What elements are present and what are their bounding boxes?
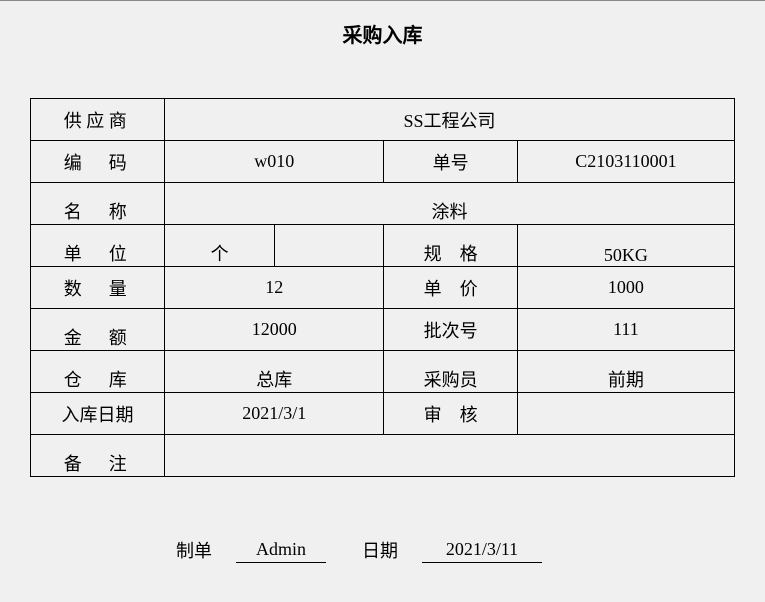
label-date: 日期	[362, 537, 398, 563]
value-code: w010	[165, 141, 384, 183]
label-code: 编 码	[31, 141, 165, 183]
label-warehouse: 仓 库	[31, 351, 165, 393]
value-unit: 个	[165, 225, 275, 267]
label-maker: 制单	[176, 537, 212, 563]
row-qty: 数 量 12 单 价 1000	[31, 267, 735, 309]
page: 采购入库 供应商 SS工程公司 编 码 w010 单号 C2103110001 …	[0, 0, 765, 602]
row-amount: 金 额 12000 批次号 111	[31, 309, 735, 351]
label-audit: 审 核	[384, 393, 517, 435]
label-price: 单 价	[384, 267, 517, 309]
label-unit: 单 位	[31, 225, 165, 267]
label-batch: 批次号	[384, 309, 517, 351]
value-spec: 50KG	[517, 225, 734, 267]
value-date: 2021/3/11	[422, 539, 542, 563]
value-batch: 111	[517, 309, 734, 351]
value-qty: 12	[165, 267, 384, 309]
page-title: 采购入库	[0, 1, 765, 58]
value-orderno: C2103110001	[517, 141, 734, 183]
label-remark: 备 注	[31, 435, 165, 477]
value-buyer: 前期	[517, 351, 734, 393]
form-table: 供应商 SS工程公司 编 码 w010 单号 C2103110001 名 称 涂…	[30, 98, 735, 477]
row-code: 编 码 w010 单号 C2103110001	[31, 141, 735, 183]
value-supplier: SS工程公司	[165, 99, 735, 141]
value-name: 涂料	[165, 183, 735, 225]
label-supplier: 供应商	[31, 99, 165, 141]
row-remark: 备 注	[31, 435, 735, 477]
row-unit: 单 位 个 规 格 50KG	[31, 225, 735, 267]
label-orderno: 单号	[384, 141, 517, 183]
row-supplier: 供应商 SS工程公司	[31, 99, 735, 141]
value-amount: 12000	[165, 309, 384, 351]
footer: 制单 Admin 日期 2021/3/11	[0, 537, 765, 563]
label-amount: 金 额	[31, 309, 165, 351]
value-warehouse: 总库	[165, 351, 384, 393]
row-warehouse: 仓 库 总库 采购员 前期	[31, 351, 735, 393]
label-qty: 数 量	[31, 267, 165, 309]
value-price: 1000	[517, 267, 734, 309]
label-indate: 入库日期	[31, 393, 165, 435]
row-name: 名 称 涂料	[31, 183, 735, 225]
value-remark	[165, 435, 735, 477]
label-name: 名 称	[31, 183, 165, 225]
label-buyer: 采购员	[384, 351, 517, 393]
row-indate: 入库日期 2021/3/1 审 核	[31, 393, 735, 435]
value-unit2	[275, 225, 384, 267]
label-spec: 规 格	[384, 225, 517, 267]
value-maker: Admin	[236, 539, 326, 563]
value-indate: 2021/3/1	[165, 393, 384, 435]
value-audit	[517, 393, 734, 435]
